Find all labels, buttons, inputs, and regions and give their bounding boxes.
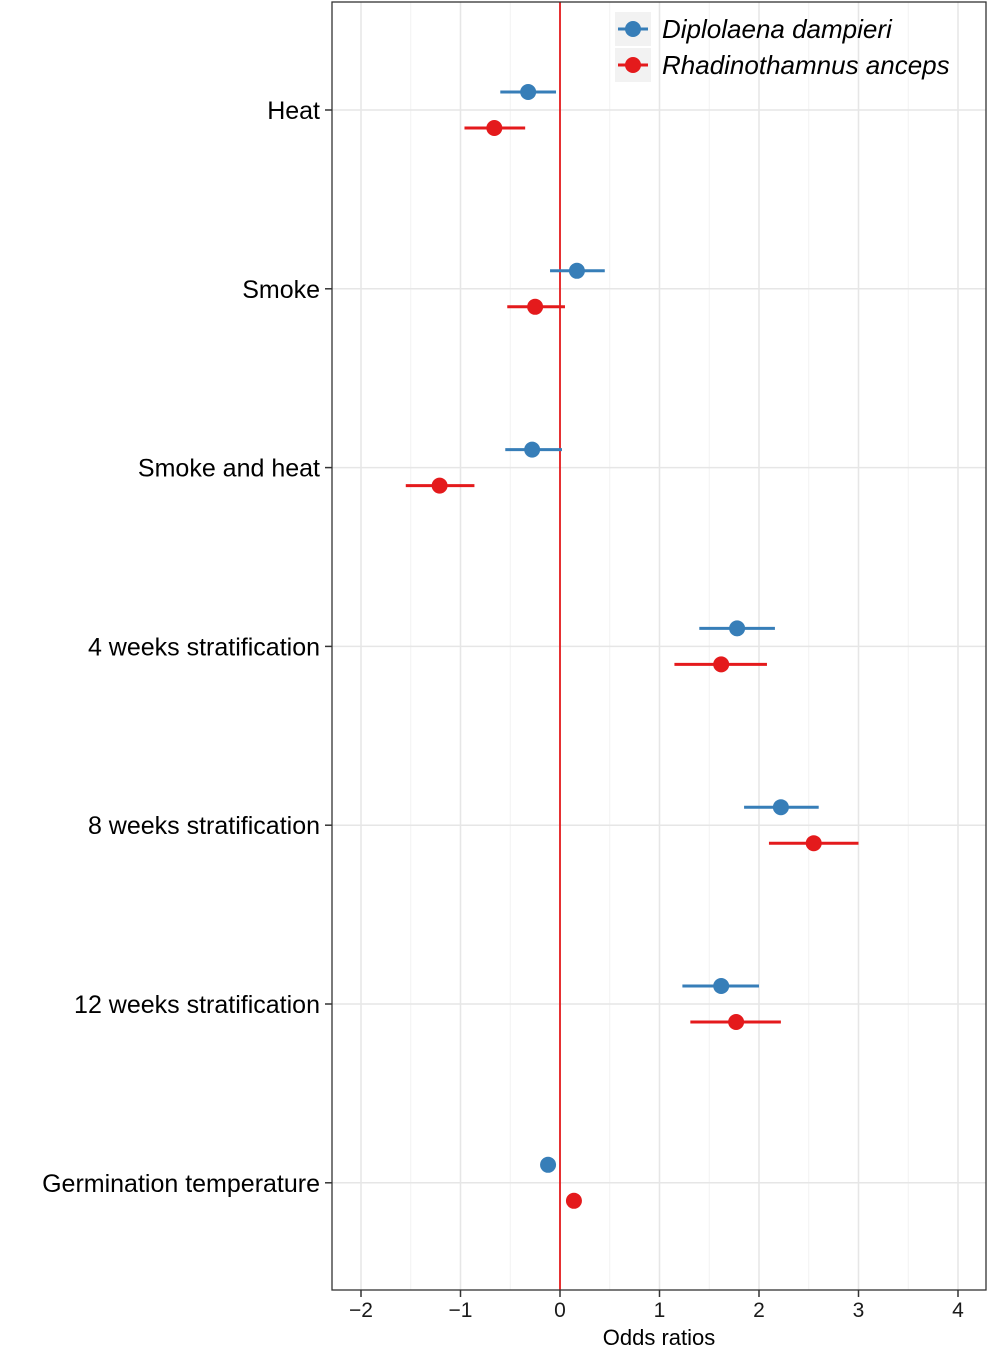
x-tick-label: 2: [753, 1299, 765, 1322]
x-axis-title: Odds ratios: [603, 1325, 716, 1350]
data-point: [540, 1156, 557, 1173]
x-tick-label: −1: [449, 1299, 473, 1322]
x-axis: −2 −1 0 1 2 3 4: [349, 1290, 964, 1322]
data-point: [565, 1192, 582, 1209]
legend-key-point: [625, 57, 641, 73]
y-tick-label: Smoke: [242, 276, 320, 304]
x-tick-label: 1: [654, 1299, 666, 1322]
y-axis: Heat Smoke Smoke and heat 4 weeks stratific…: [42, 97, 332, 1198]
y-tick-label: 12 weeks stratification: [74, 991, 320, 1019]
data-point: [772, 799, 789, 816]
legend-label: Rhadinothamnus anceps: [662, 50, 950, 80]
legend-key-point: [625, 21, 641, 37]
data-point: [728, 1014, 745, 1030]
data-point: [527, 298, 544, 315]
y-tick-label: 4 weeks stratification: [88, 633, 320, 661]
y-tick-label: Heat: [267, 97, 320, 125]
data-point: [713, 978, 730, 994]
data-point: [431, 477, 448, 494]
estimate-points: [431, 84, 822, 1209]
data-point: [713, 656, 730, 673]
data-point: [524, 441, 541, 458]
data-point: [486, 120, 503, 136]
gridlines: [332, 2, 986, 1290]
data-point: [568, 262, 585, 279]
x-tick-label: 4: [952, 1299, 964, 1322]
x-tick-label: 3: [853, 1299, 865, 1322]
x-tick-label: −2: [349, 1299, 373, 1322]
data-point: [729, 620, 746, 637]
y-tick-label: 8 weeks stratification: [88, 812, 320, 840]
legend: Diplolaena dampieri Rhadinothamnus anceps: [615, 12, 950, 82]
y-tick-label: Smoke and heat: [138, 455, 320, 483]
legend-label: Diplolaena dampieri: [662, 14, 893, 44]
x-tick-label: 0: [554, 1299, 566, 1322]
data-point: [520, 84, 537, 100]
y-tick-label: Germination temperature: [42, 1170, 320, 1198]
data-point: [805, 835, 822, 852]
